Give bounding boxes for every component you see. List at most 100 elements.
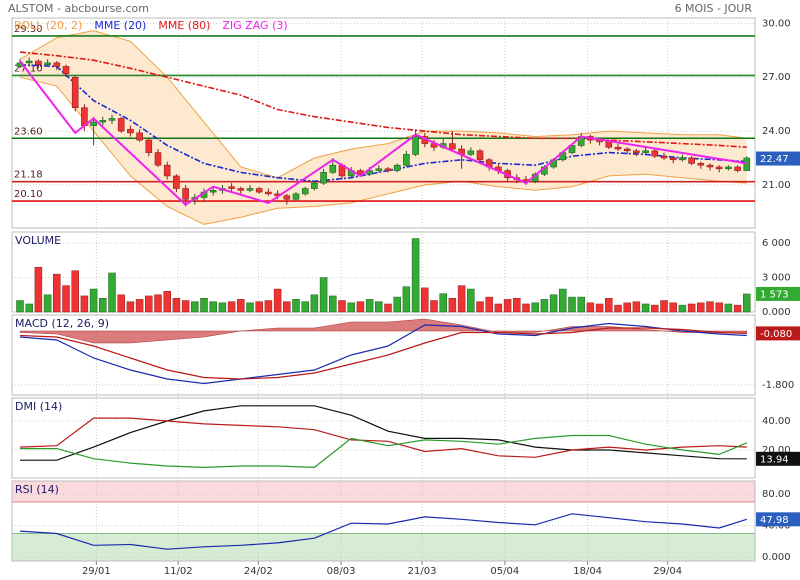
zigzag-line xyxy=(19,60,747,206)
volume-bar xyxy=(549,294,558,313)
volume-bar xyxy=(16,300,24,313)
volume-bar xyxy=(457,285,466,313)
volume-bar xyxy=(135,299,144,313)
volume-bar xyxy=(310,294,319,313)
volume-bar xyxy=(513,297,521,313)
volume-bar xyxy=(494,303,503,313)
candle-body xyxy=(35,60,42,65)
candle-body xyxy=(25,60,33,64)
volume-bar xyxy=(356,301,365,313)
y-tick-label: 0.000 xyxy=(762,552,791,563)
level-label: 27.10 xyxy=(14,63,43,74)
volume-bar xyxy=(117,294,125,313)
volume-bar xyxy=(154,294,162,313)
volume-bar xyxy=(568,296,576,313)
x-tick-label: 05/04 xyxy=(490,566,519,577)
volume-bar xyxy=(485,296,493,313)
candle-body xyxy=(633,150,640,153)
volume-bar xyxy=(80,295,89,313)
candle-body xyxy=(623,148,631,152)
volume-bar xyxy=(522,303,530,313)
candle-body xyxy=(320,172,327,184)
y-tick-label: 20.00 xyxy=(762,445,791,456)
candle-body xyxy=(53,62,61,67)
volume-bar xyxy=(255,301,263,313)
volume-bar xyxy=(163,291,171,313)
macd-line xyxy=(19,327,747,380)
volume-bar xyxy=(687,303,696,313)
x-tick-label: 11/02 xyxy=(164,566,193,577)
y-tick-label: 21.00 xyxy=(762,180,791,191)
volume-bar xyxy=(733,304,742,313)
macd-line xyxy=(19,322,747,385)
candle-body xyxy=(743,157,751,171)
candle-body xyxy=(679,157,686,161)
candle-body xyxy=(329,164,337,173)
candle-body xyxy=(660,155,668,159)
volume-bar xyxy=(292,299,300,313)
dmi-line xyxy=(20,405,747,461)
volume-bar xyxy=(706,301,714,313)
candle-body xyxy=(182,188,189,200)
candle-body xyxy=(384,168,392,171)
volume-bar xyxy=(191,301,199,313)
panel-title: MACD (12, 26, 9) xyxy=(15,317,109,330)
macd-histogram xyxy=(19,318,748,344)
candle-body xyxy=(44,62,51,65)
panel-title: RSI (14) xyxy=(15,483,59,496)
volume-bar xyxy=(319,277,328,313)
volume-bar xyxy=(181,300,190,313)
candle-body xyxy=(375,168,383,171)
volume-bar xyxy=(301,301,309,313)
y-tick-label: 40.00 xyxy=(762,416,791,427)
volume-bar xyxy=(264,300,273,313)
y-tick-label: 0.000 xyxy=(762,307,791,318)
volume-bar xyxy=(605,297,613,313)
volume-bar xyxy=(715,302,723,313)
volume-bar xyxy=(393,296,401,313)
volume-bar xyxy=(669,302,677,313)
volume-bar xyxy=(89,288,98,313)
volume-bar xyxy=(743,293,751,313)
candle-body xyxy=(228,186,235,189)
volume-bar xyxy=(347,302,355,313)
last-value-label: 47.98 xyxy=(760,515,789,526)
candle-body xyxy=(642,150,649,153)
candle-body xyxy=(669,157,677,161)
volume-bar xyxy=(697,302,705,313)
candle-body xyxy=(706,164,714,168)
volume-bar xyxy=(99,297,107,313)
candle-body xyxy=(467,150,475,155)
volume-bar xyxy=(218,302,227,313)
candle-body xyxy=(246,188,254,191)
volume-bar xyxy=(246,302,254,313)
volume-bar xyxy=(586,302,595,313)
volume-bar xyxy=(329,295,337,313)
candle-body xyxy=(449,143,456,150)
volume-bar xyxy=(559,288,567,313)
candle-body xyxy=(605,141,613,148)
chart-title: ALSTOM - abcbourse.com xyxy=(8,2,149,15)
x-tick-label: 29/04 xyxy=(653,566,682,577)
level-label: 23.60 xyxy=(14,126,43,137)
last-value-label: 1 573 xyxy=(760,289,789,300)
volume-bar xyxy=(531,302,539,313)
bollinger-area xyxy=(20,30,747,225)
volume-bar xyxy=(448,297,457,313)
volume-bar xyxy=(375,301,383,313)
candle-body xyxy=(71,76,79,109)
volume-bar xyxy=(411,238,420,313)
volume-bar xyxy=(595,303,604,313)
candle-body xyxy=(301,188,309,195)
volume-bar xyxy=(476,301,484,313)
candle-body xyxy=(99,120,107,123)
last-value-box xyxy=(756,151,800,166)
period: 6 MOIS - JOUR xyxy=(675,2,753,15)
candle-body xyxy=(283,195,291,200)
volume-bar xyxy=(62,285,70,313)
y-tick-label: 3 000 xyxy=(762,273,791,284)
volume-bar xyxy=(145,295,153,313)
volume-bar xyxy=(632,301,641,313)
bollinger-upper xyxy=(19,30,747,179)
legend-entry: MME (80) xyxy=(158,19,210,32)
